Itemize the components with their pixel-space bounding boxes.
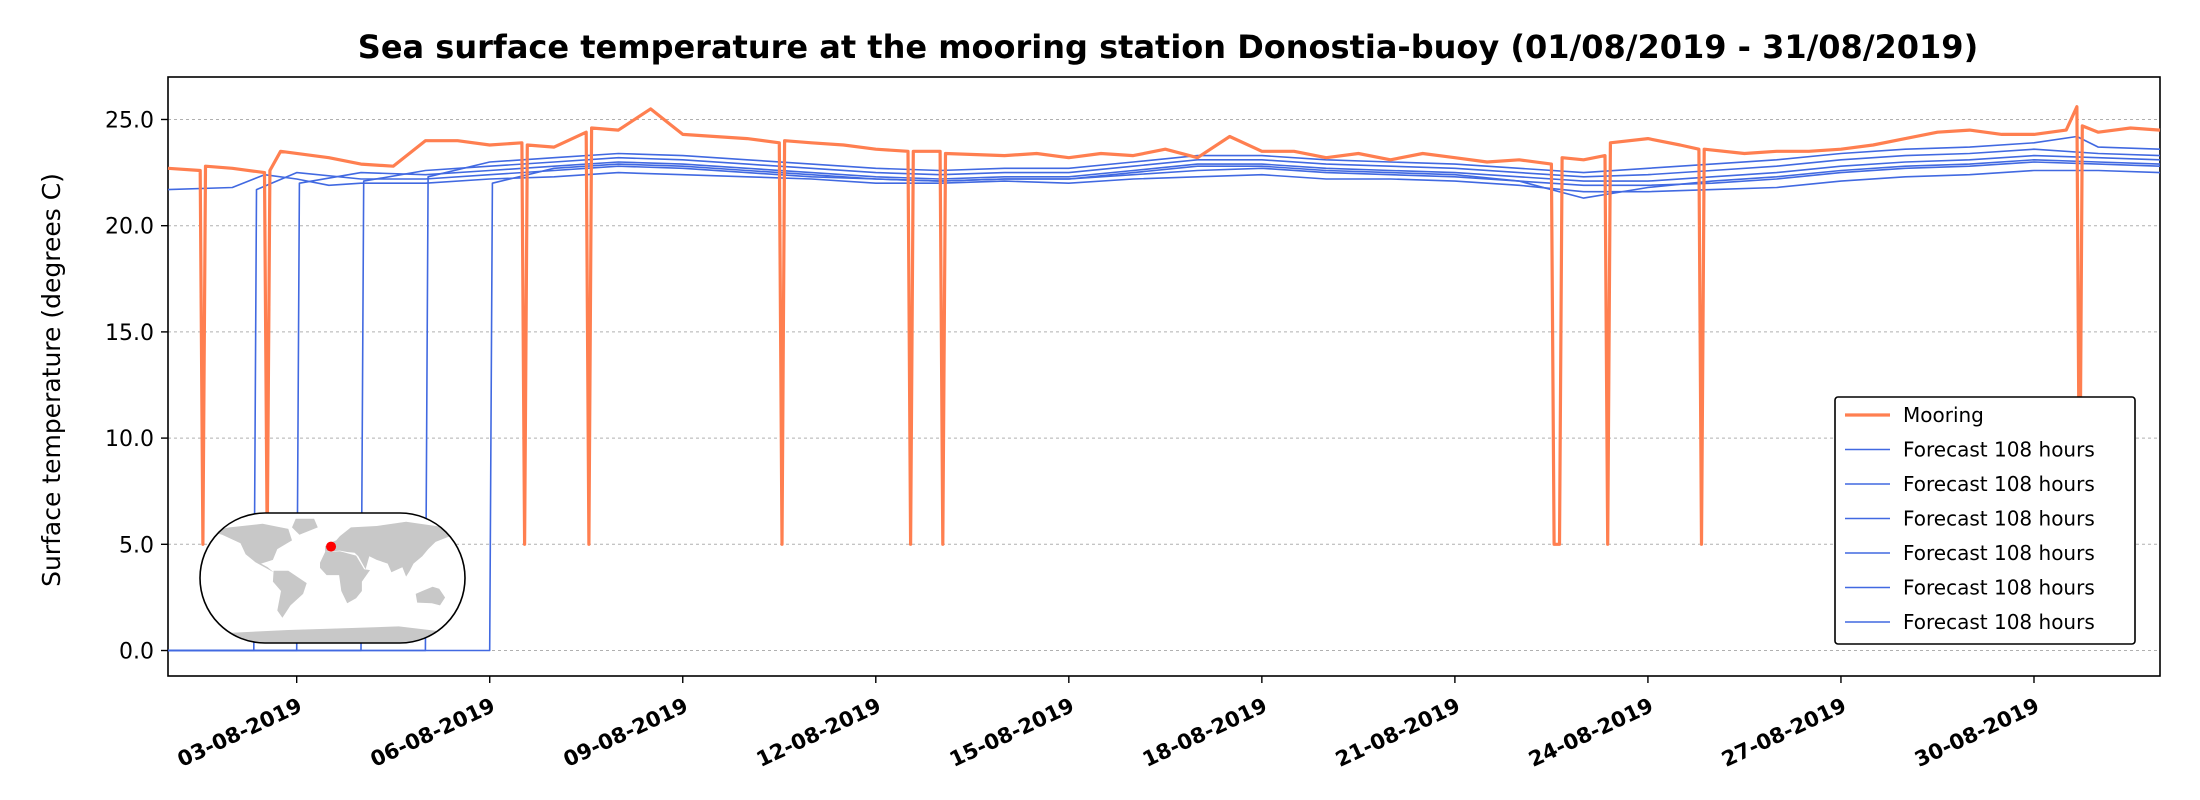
legend-label: Mooring: [1903, 403, 1984, 427]
grid-lines: [168, 118, 2160, 652]
series-line-mooring: [167, 105, 2161, 546]
x-tick-label: 03-08-2019: [174, 693, 306, 772]
legend-label: Forecast 108 hours: [1903, 610, 2095, 634]
continent-shape: [200, 626, 465, 643]
continent-shape: [208, 523, 292, 573]
x-tick-label: 18-08-2019: [1139, 693, 1271, 772]
world-map-icon: [200, 518, 465, 643]
x-tick-label: 09-08-2019: [560, 693, 692, 772]
series-line-forecast-3: [168, 154, 2161, 652]
continent-shape: [292, 518, 318, 535]
series-layer: [167, 105, 2161, 652]
y-tick-label: 20.0: [105, 215, 154, 240]
continent-shape: [325, 521, 464, 577]
y-tick-label: 25.0: [105, 108, 154, 133]
chart-title: Sea surface temperature at the mooring s…: [358, 28, 1978, 66]
x-tick-label: 15-08-2019: [946, 693, 1078, 772]
series-line-forecast-4: [168, 148, 2161, 652]
legend-label: Forecast 108 hours: [1903, 438, 2095, 462]
legend-label: Forecast 108 hours: [1903, 541, 2095, 565]
continent-shape: [320, 551, 370, 604]
y-tick-label: 0.0: [119, 640, 154, 665]
continent-shape: [415, 586, 446, 606]
x-tick-label: 30-08-2019: [1911, 693, 2043, 772]
inset-frame: [199, 512, 466, 644]
inset-world-map: [199, 512, 466, 644]
legend-label: Forecast 108 hours: [1903, 576, 2095, 600]
y-tick-label: 15.0: [105, 321, 154, 346]
x-tick-label: 06-08-2019: [367, 693, 499, 772]
x-tick-label: 12-08-2019: [753, 693, 885, 772]
series-line-forecast-6: [168, 159, 2161, 652]
x-tick-label: 27-08-2019: [1718, 693, 1850, 772]
x-tick-label: 24-08-2019: [1525, 693, 1657, 772]
legend-label: Forecast 108 hours: [1903, 507, 2095, 531]
x-tick-label: 21-08-2019: [1332, 693, 1464, 772]
legend-label: Forecast 108 hours: [1903, 472, 2095, 496]
legend: Mooring Forecast 108 hours Forecast 108 ho…: [1834, 396, 2136, 645]
y-tick-label: 10.0: [105, 427, 154, 452]
series-line-forecast-1: [167, 169, 2161, 193]
y-axis-label: Surface temperature (degrees C): [37, 173, 66, 587]
series-line-forecast-5: [168, 135, 2161, 652]
station-marker: [326, 541, 337, 552]
legend-box: [1834, 396, 2136, 645]
continent-shape: [272, 570, 307, 618]
plot-frame: [167, 76, 2161, 677]
series-line-forecast-2: [168, 161, 2161, 652]
y-tick-label: 5.0: [119, 533, 154, 558]
